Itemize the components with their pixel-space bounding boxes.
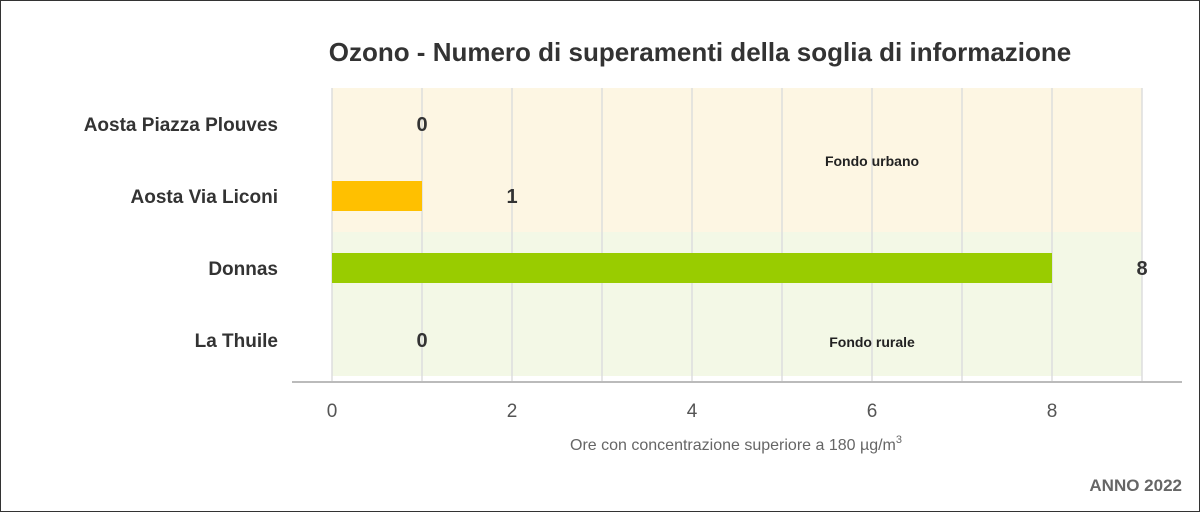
x-tick-label: 0 — [327, 401, 338, 422]
x-axis-label: Ore con concentrazione superiore a 180 µ… — [570, 434, 902, 454]
labels: Fondo urbano Fondo rurale 0 2 4 6 8 Aosta Piazz… — [84, 114, 1148, 422]
year-footer: ANNO 2022 — [1089, 476, 1182, 495]
chart-title: Ozono - Numero di superamenti della sogl… — [329, 37, 1072, 67]
background-bands — [332, 88, 1142, 376]
data-label: 0 — [416, 330, 427, 352]
x-axis-label-superscript: 3 — [896, 434, 902, 446]
category-label: Aosta Piazza Plouves — [84, 115, 278, 136]
category-label: La Thuile — [195, 331, 278, 352]
data-label: 1 — [506, 186, 517, 208]
gridlines — [331, 88, 1143, 382]
data-label: 8 — [1136, 258, 1147, 280]
bar — [332, 253, 1052, 283]
bar — [332, 181, 422, 211]
band-urban — [332, 88, 1142, 232]
x-tick-label: 8 — [1047, 401, 1058, 422]
category-label: Donnas — [208, 259, 278, 280]
data-label: 0 — [416, 114, 427, 136]
x-tick-label: 6 — [867, 401, 878, 422]
band-label: Fondo rurale — [829, 334, 915, 350]
band-label: Fondo urbano — [825, 153, 919, 169]
x-axis-label-text: Ore con concentrazione superiore a 180 µ… — [570, 437, 896, 454]
bars — [332, 181, 1052, 283]
x-tick-label: 4 — [687, 401, 698, 422]
x-tick-label: 2 — [507, 401, 518, 422]
category-label: Aosta Via Liconi — [131, 187, 278, 208]
